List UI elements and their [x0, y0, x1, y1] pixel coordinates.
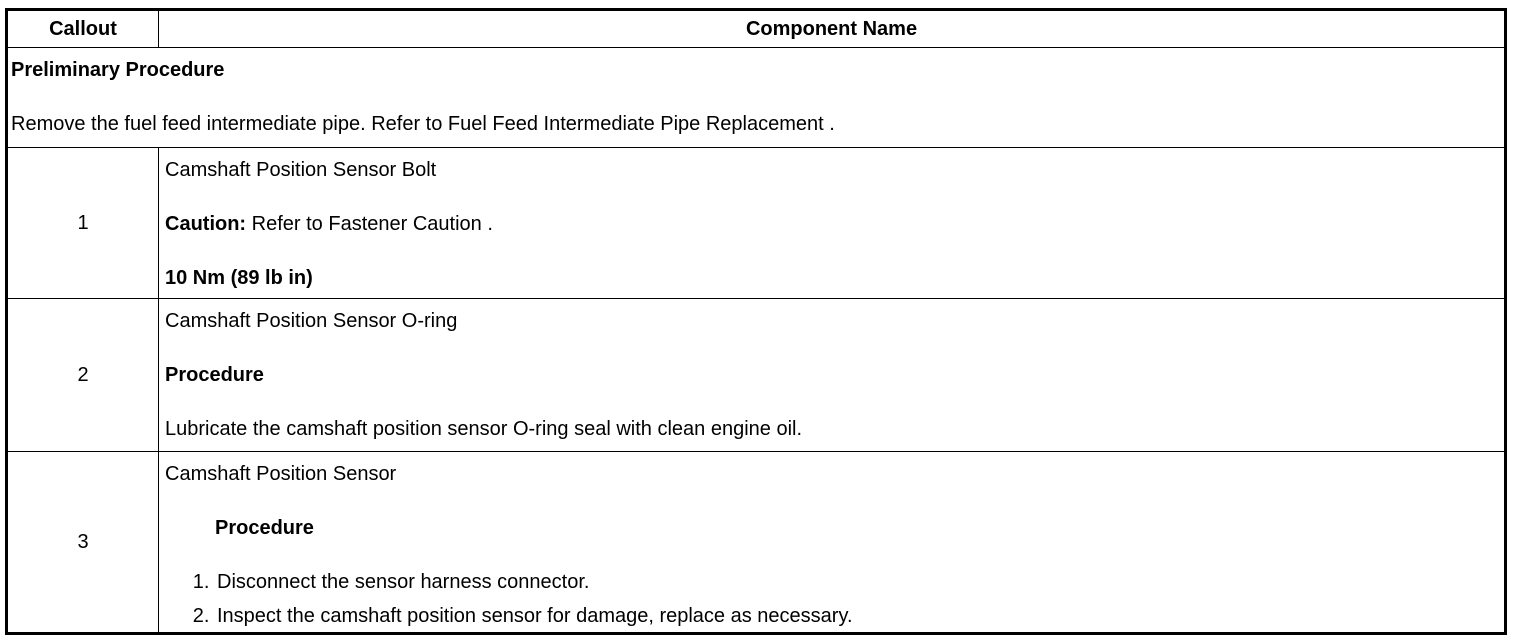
- procedure-steps: Disconnect the sensor harness connector.…: [165, 570, 1498, 628]
- callout-number: 3: [6, 451, 159, 634]
- component-name: Camshaft Position Sensor: [165, 463, 397, 485]
- component-name: Camshaft Position Sensor Bolt: [165, 159, 437, 181]
- table-row: 1 Camshaft Position Sensor Bolt Caution:…: [6, 147, 1506, 299]
- procedure-text: Lubricate the camshaft position sensor O…: [165, 418, 803, 440]
- procedure-label: Procedure: [215, 517, 314, 539]
- caution: Caution: Refer to Fastener Caution .: [165, 212, 1498, 236]
- component-name: Camshaft Position Sensor O-ring: [165, 310, 458, 332]
- header-component-name: Component Name: [158, 9, 1506, 48]
- caution-label: Caution:: [165, 213, 247, 235]
- caution-text: Refer to Fastener Caution .: [246, 213, 493, 235]
- callout-number: 2: [6, 298, 159, 452]
- callout-number: 1: [6, 147, 159, 299]
- procedure-step: Disconnect the sensor harness connector.: [215, 570, 1498, 594]
- table-row: 3 Camshaft Position Sensor Procedure Dis…: [6, 451, 1506, 634]
- component-table: Callout Component Name Preliminary Proce…: [5, 8, 1507, 635]
- preliminary-text: Remove the fuel feed intermediate pipe. …: [11, 113, 835, 135]
- procedure-step: Inspect the camshaft position sensor for…: [215, 604, 1498, 628]
- header-callout: Callout: [6, 9, 159, 48]
- torque-spec: 10 Nm (89 lb in): [165, 267, 313, 289]
- preliminary-row: Preliminary Procedure Remove the fuel fe…: [6, 47, 1506, 148]
- header-row: Callout Component Name: [6, 9, 1506, 48]
- preliminary-title: Preliminary Procedure: [11, 59, 225, 81]
- procedure-label: Procedure: [165, 364, 264, 386]
- table-row: 2 Camshaft Position Sensor O-ring Proced…: [6, 298, 1506, 452]
